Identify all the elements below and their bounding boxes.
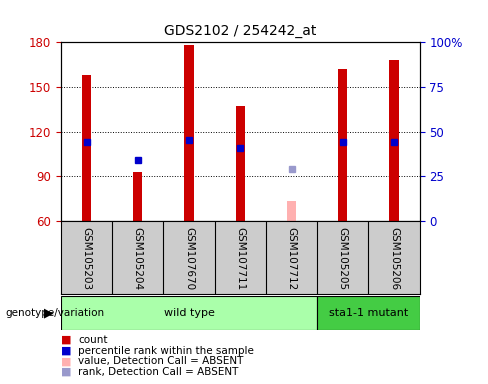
Bar [82,75,91,221]
Text: ■: ■ [61,356,72,366]
Text: value, Detection Call = ABSENT: value, Detection Call = ABSENT [78,356,244,366]
Text: ■: ■ [61,367,72,377]
Text: GSM107712: GSM107712 [286,227,297,290]
Bar [338,69,347,221]
Bar [317,296,420,330]
Text: GSM105203: GSM105203 [81,227,92,290]
Text: sta1-1 mutant: sta1-1 mutant [329,308,408,318]
Bar [287,202,296,221]
Text: ■: ■ [61,346,72,356]
Text: GSM105205: GSM105205 [338,227,348,290]
Bar [389,60,399,221]
Text: count: count [78,335,107,345]
Text: ▶: ▶ [44,306,54,319]
Text: GSM105204: GSM105204 [133,227,143,290]
Text: rank, Detection Call = ABSENT: rank, Detection Call = ABSENT [78,367,239,377]
Text: GSM105206: GSM105206 [389,227,399,290]
Text: ■: ■ [61,335,72,345]
Text: genotype/variation: genotype/variation [5,308,104,318]
Text: wild type: wild type [163,308,215,318]
Bar [133,172,142,221]
Bar [61,296,317,330]
Text: percentile rank within the sample: percentile rank within the sample [78,346,254,356]
Bar [236,106,245,221]
Title: GDS2102 / 254242_at: GDS2102 / 254242_at [164,25,317,38]
Text: GSM107711: GSM107711 [235,227,245,290]
Bar [184,45,194,221]
Text: GSM107670: GSM107670 [184,227,194,290]
